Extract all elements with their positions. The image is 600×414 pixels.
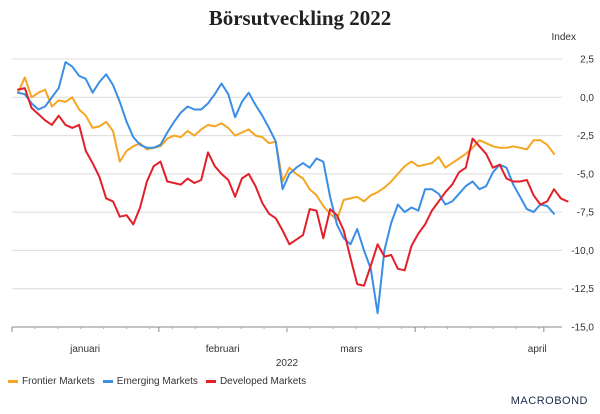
series-line-emerging-markets — [17, 61, 555, 315]
legend-label-frontier: Frontier Markets — [22, 376, 95, 387]
x-axis-label: 2022 — [276, 358, 299, 369]
y-tick-label: -12,5 — [571, 284, 594, 295]
chart-title: Börsutveckling 2022 — [208, 6, 392, 30]
x-tick-label: april — [528, 344, 547, 355]
y-tick-label: -2,5 — [577, 131, 595, 142]
legend-swatch-developed — [205, 380, 216, 383]
y-tick-label: 0,0 — [580, 93, 594, 104]
legend-item-developed: Developed Markets — [205, 376, 307, 387]
brand-logo: MACROBOND — [510, 395, 588, 407]
y-axis-label: Index — [552, 32, 576, 43]
x-tick-label: februari — [206, 344, 240, 355]
x-tick-label: mars — [340, 344, 362, 355]
legend: Frontier Markets Emerging Markets Develo… — [8, 376, 306, 387]
legend-item-frontier: Frontier Markets — [8, 376, 95, 387]
legend-swatch-emerging — [102, 380, 113, 383]
legend-label-emerging: Emerging Markets — [116, 376, 198, 387]
y-tick-label: 2,5 — [580, 55, 594, 66]
legend-swatch-frontier — [8, 380, 18, 383]
legend-label-developed: Developed Markets — [219, 376, 307, 387]
series-line-frontier-markets — [17, 76, 555, 221]
y-tick-label: -15,0 — [571, 323, 594, 334]
series-line-developed-markets — [17, 87, 569, 287]
y-tick-label: -7,5 — [577, 208, 595, 219]
y-tick-label: -10,0 — [571, 246, 594, 257]
legend-item-emerging: Emerging Markets — [102, 376, 198, 387]
y-tick-label: -5,0 — [577, 169, 595, 180]
x-tick-label: januari — [69, 344, 100, 355]
